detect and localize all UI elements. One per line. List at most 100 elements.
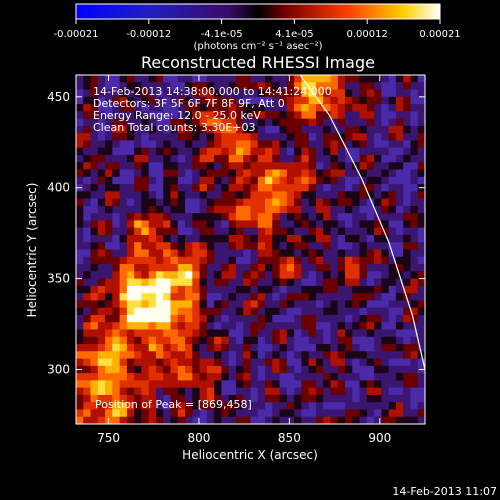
heatmap-cell — [272, 191, 281, 200]
heatmap-cell — [228, 184, 237, 192]
heatmap-cell — [395, 285, 404, 294]
heatmap-cell — [155, 220, 164, 229]
heatmap-cell — [83, 118, 92, 127]
heatmap-cell — [315, 387, 324, 396]
heatmap-cell — [155, 104, 164, 112]
heatmap-cell — [315, 380, 324, 389]
heatmap-cell — [308, 351, 317, 360]
heatmap-cell — [206, 140, 215, 149]
heatmap-cell — [235, 394, 244, 403]
heatmap-cell — [381, 409, 390, 418]
heatmap-cell — [90, 322, 99, 331]
heatmap-cell — [221, 329, 230, 338]
heatmap-cell — [119, 154, 128, 163]
heatmap-cell — [192, 242, 201, 251]
heatmap-cell — [228, 154, 237, 163]
heatmap-cell — [199, 336, 208, 345]
heatmap-cell — [119, 198, 128, 207]
heatmap-cell — [112, 314, 121, 323]
heatmap-cell — [374, 402, 382, 411]
heatmap-cell — [257, 329, 266, 338]
heatmap-cell — [177, 184, 186, 192]
heatmap-cell — [272, 140, 281, 149]
heatmap-cell — [214, 227, 223, 236]
heatmap-cell — [112, 198, 121, 207]
heatmap-cell — [403, 205, 412, 214]
heatmap-cell — [265, 314, 273, 323]
heatmap-cell — [395, 373, 404, 381]
heatmap-cell — [170, 198, 179, 207]
heatmap-cell — [294, 314, 302, 323]
heatmap-cell — [403, 154, 412, 163]
heatmap-cell — [105, 293, 113, 301]
heatmap-cell — [395, 176, 404, 185]
heatmap-cell — [366, 213, 375, 222]
heatmap-cell — [119, 271, 128, 280]
heatmap-cell — [83, 125, 92, 134]
heatmap-cell — [337, 82, 346, 91]
heatmap-cell — [410, 191, 419, 200]
heatmap-cell — [170, 293, 179, 301]
heatmap-cell — [112, 140, 121, 149]
heatmap-cell — [243, 213, 252, 222]
heatmap-cell — [199, 191, 208, 200]
heatmap-cell — [366, 307, 375, 316]
heatmap-cell — [199, 234, 208, 243]
heatmap-cell — [308, 271, 317, 280]
heatmap-cell — [148, 140, 157, 149]
heatmap-cell — [170, 227, 179, 236]
heatmap-cell — [90, 387, 99, 396]
x-axis-ticks: 750 800 850 900 — [97, 75, 391, 445]
heatmap-cell — [170, 111, 179, 120]
heatmap-cell — [286, 351, 295, 360]
heatmap-cell — [374, 75, 382, 83]
heatmap-cell — [337, 358, 346, 367]
heatmap-cell — [90, 380, 99, 389]
heatmap-cell — [163, 285, 172, 294]
heatmap-cell — [126, 234, 135, 243]
heatmap-cell — [148, 314, 157, 323]
heatmap-cell — [345, 249, 353, 258]
heatmap-cell — [163, 344, 172, 352]
heatmap-cell — [315, 300, 324, 309]
heatmap-cell — [403, 336, 412, 345]
heatmap-cell — [177, 344, 186, 352]
heatmap-cell — [134, 242, 143, 251]
heatmap-cell — [90, 278, 99, 287]
heatmap-cell — [199, 176, 208, 185]
heatmap-cell — [155, 147, 164, 156]
heatmap-cell — [337, 394, 346, 403]
heatmap-cell — [265, 271, 273, 280]
heatmap-cell — [243, 154, 252, 163]
heatmap-cell — [403, 242, 412, 251]
heatmap-cell — [206, 147, 215, 156]
heatmap-cell — [395, 387, 404, 396]
heatmap-cell — [126, 176, 135, 185]
heatmap-cell — [185, 336, 193, 345]
heatmap-cell — [228, 213, 237, 222]
heatmap-cell — [112, 322, 121, 331]
heatmap-cell — [301, 256, 310, 265]
heatmap-cell — [250, 118, 259, 127]
heatmap-cell — [76, 220, 84, 229]
heatmap-cell — [105, 227, 113, 236]
heatmap-cell — [330, 307, 339, 316]
heatmap-cell — [323, 307, 332, 316]
heatmap-cell — [163, 416, 172, 424]
heatmap-cell — [119, 234, 128, 243]
heatmap-cell — [286, 133, 295, 142]
heatmap-cell — [308, 125, 317, 134]
heatmap-cell — [105, 365, 113, 374]
heatmap-cell — [403, 256, 412, 265]
heatmap-cell — [148, 147, 157, 156]
heatmap-cell — [141, 394, 150, 403]
heatmap-cell — [352, 365, 361, 374]
heatmap-cell — [221, 358, 230, 367]
heatmap-cell — [163, 125, 172, 134]
heatmap-cell — [119, 96, 128, 105]
heatmap-cell — [243, 162, 252, 171]
heatmap-cell — [148, 220, 157, 229]
heatmap-cell — [388, 380, 397, 389]
heatmap-cell — [235, 191, 244, 200]
heatmap-cell — [279, 249, 288, 258]
